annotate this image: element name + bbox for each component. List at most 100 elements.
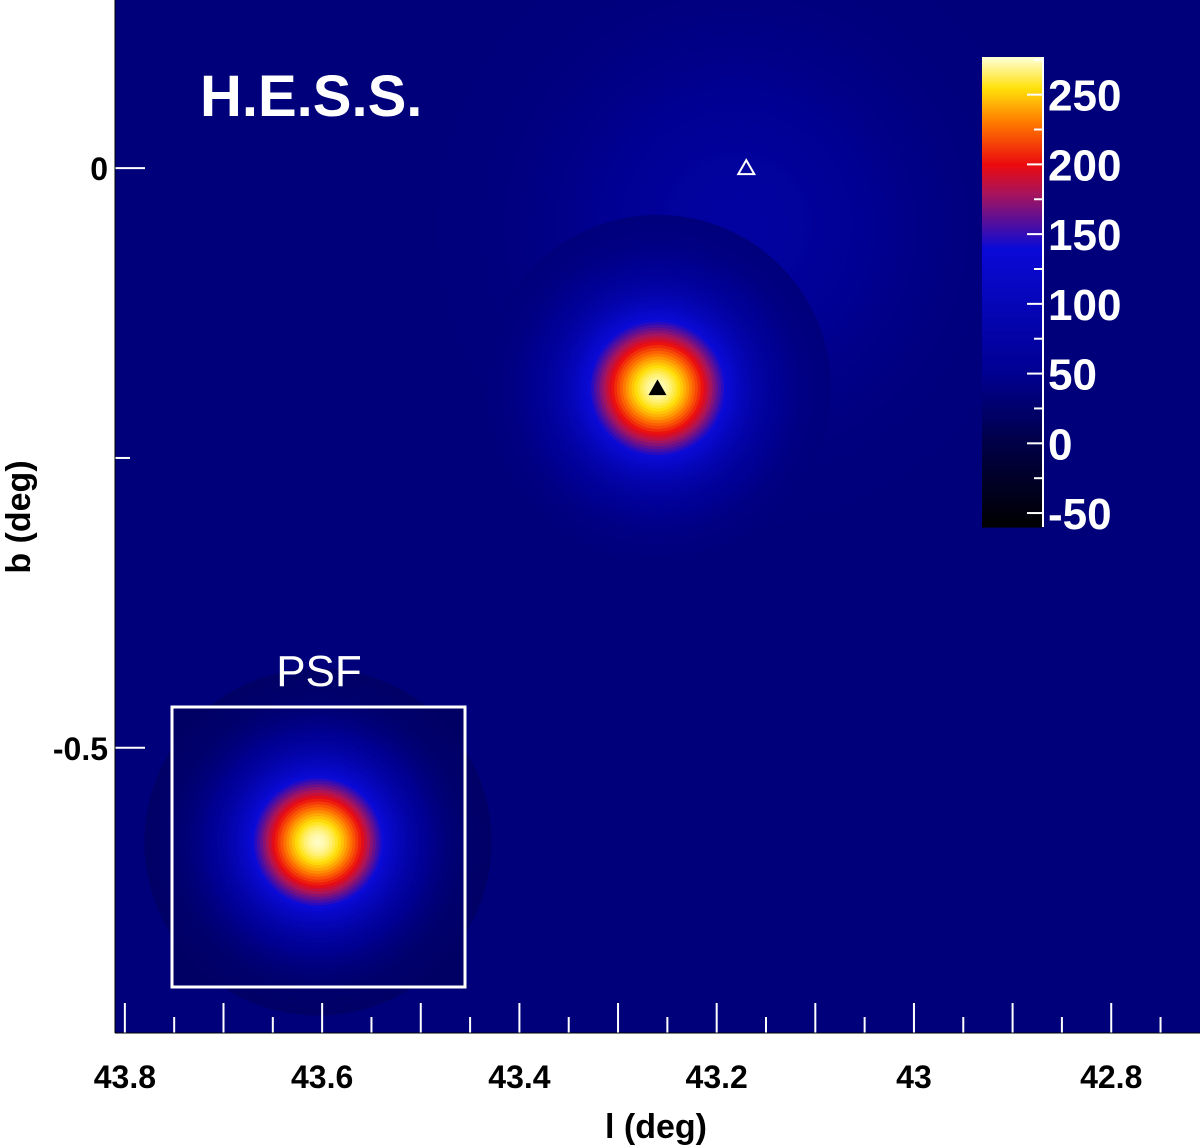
colorbar-segment xyxy=(982,501,1042,505)
colorbar-segment xyxy=(982,113,1042,117)
colorbar-segment xyxy=(982,200,1042,204)
colorbar-segment xyxy=(982,275,1042,279)
colorbar-segment xyxy=(982,508,1042,512)
colorbar-segment xyxy=(982,341,1042,345)
colorbar-segment xyxy=(982,160,1042,164)
colorbar-segment xyxy=(982,444,1042,448)
colorbar-segment xyxy=(982,374,1042,378)
colorbar-segment xyxy=(982,223,1042,227)
colorbar-segment xyxy=(982,425,1042,429)
colorbar-segment xyxy=(982,386,1042,389)
colorbar-tick-label: 250 xyxy=(1048,72,1121,121)
colorbar-tick-label: 50 xyxy=(1048,351,1097,400)
colorbar-segment xyxy=(982,111,1042,114)
psf-inset xyxy=(144,668,492,1016)
colorbar-segment xyxy=(982,120,1042,124)
colorbar-segment xyxy=(982,193,1042,197)
colorbar-segment xyxy=(982,89,1042,93)
colorbar-segment xyxy=(982,99,1042,103)
psf-inset-frame xyxy=(170,705,467,989)
x-tick-label: 43.4 xyxy=(488,1059,550,1095)
colorbar-segment xyxy=(982,188,1042,192)
colorbar-segment xyxy=(982,353,1042,357)
chart-title: H.E.S.S. xyxy=(200,64,422,129)
colorbar-segment xyxy=(982,433,1042,436)
colorbar-tick-label: -50 xyxy=(1048,490,1112,539)
axes: 43.8 43.6 43.4 43.2 43 42.8 0 -0.5 xyxy=(53,0,1200,1095)
colorbar-segment xyxy=(982,237,1042,241)
colorbar-segment xyxy=(982,303,1042,307)
colorbar-segment xyxy=(982,313,1042,317)
colorbar-segment xyxy=(982,155,1042,159)
colorbar-segment xyxy=(982,324,1042,328)
psf-emission-ring xyxy=(315,839,321,845)
x-tick-label: 42.8 xyxy=(1080,1059,1142,1095)
colorbar-segment xyxy=(982,226,1042,230)
source-marker-open-triangle xyxy=(736,158,756,176)
x-tick-label: 43.8 xyxy=(94,1059,156,1095)
y-tick-label: 0 xyxy=(90,151,108,187)
colorbar-segment xyxy=(982,329,1042,333)
psf-label: PSF xyxy=(276,647,362,696)
colorbar-segment xyxy=(982,475,1042,479)
colorbar-segment xyxy=(982,522,1042,526)
colorbar-segment xyxy=(982,139,1042,143)
x-tick-label: 43 xyxy=(896,1059,932,1095)
colorbar-segment xyxy=(982,322,1042,326)
colorbar-segment xyxy=(982,240,1042,244)
colorbar-segment xyxy=(982,418,1042,422)
colorbar-segment xyxy=(982,480,1042,483)
colorbar-segment xyxy=(982,78,1042,82)
x-axis-title: l (deg) xyxy=(605,1108,707,1146)
colorbar-segment xyxy=(982,158,1042,161)
colorbar-segment xyxy=(982,230,1042,234)
colorbar-segment xyxy=(982,421,1042,425)
colorbar-segment xyxy=(982,348,1042,352)
colorbar-segment xyxy=(982,179,1042,183)
colorbar-segment xyxy=(982,205,1042,208)
colorbar-segment xyxy=(982,268,1042,272)
colorbar-segment xyxy=(982,259,1042,263)
colorbar-segment xyxy=(982,228,1042,232)
colorbar-segment xyxy=(982,357,1042,361)
colorbar-segment xyxy=(982,378,1042,382)
colorbar-segment xyxy=(982,449,1042,453)
colorbar-segment xyxy=(982,310,1042,314)
colorbar-segment xyxy=(982,334,1042,338)
colorbar-segment xyxy=(982,143,1042,147)
colorbar-segment xyxy=(982,212,1042,216)
colorbar-segment xyxy=(982,242,1042,246)
colorbar-segment xyxy=(982,515,1042,519)
colorbar-segment xyxy=(982,169,1042,173)
colorbar-segment xyxy=(982,221,1042,225)
colorbar-segment xyxy=(982,245,1042,248)
source-marker-filled-triangle xyxy=(648,379,667,396)
colorbar-segment xyxy=(982,440,1042,443)
colorbar-segment xyxy=(982,247,1042,251)
colorbar-segment xyxy=(982,277,1042,281)
colorbar-segment xyxy=(982,254,1042,258)
colorbar-segment xyxy=(982,367,1042,371)
colorbar-segment xyxy=(982,463,1042,467)
colorbar-segment xyxy=(982,400,1042,404)
colorbar-segment xyxy=(982,287,1042,291)
colorbar-segment xyxy=(982,498,1042,502)
colorbar-segment xyxy=(982,402,1042,406)
colorbar-segment xyxy=(982,376,1042,380)
colorbar-segment xyxy=(982,423,1042,427)
colorbar-segment xyxy=(982,256,1042,260)
colorbar-segment xyxy=(982,82,1042,86)
colorbar-segment xyxy=(982,87,1042,91)
colorbar-segment xyxy=(982,136,1042,140)
colorbar-segment xyxy=(982,390,1042,394)
colorbar-segment xyxy=(982,510,1042,514)
colorbar-tick-label: 150 xyxy=(1048,211,1121,260)
colorbar-segment xyxy=(982,219,1042,223)
colorbar-segment xyxy=(982,362,1042,366)
colorbar-segment xyxy=(982,409,1042,413)
colorbar-segment xyxy=(982,75,1042,79)
colorbar-segment xyxy=(982,494,1042,498)
colorbar-segment xyxy=(982,430,1042,434)
colorbar-segment xyxy=(982,519,1042,523)
colorbar-segment xyxy=(982,428,1042,432)
